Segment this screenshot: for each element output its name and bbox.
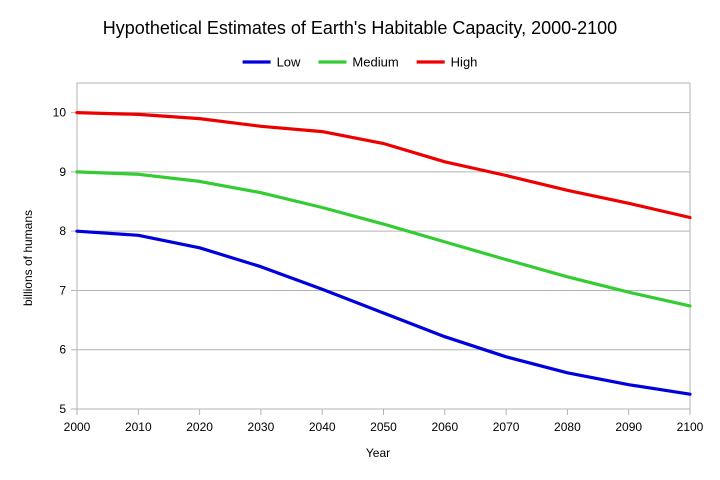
legend-item-high: High [416,55,478,70]
y-axis-label: billions of humans [21,210,35,306]
legend-item-low: Low [242,55,301,70]
x-tick-label: 2010 [125,420,152,434]
y-tick-label: 7 [59,283,66,297]
x-tick-label: 2060 [431,420,458,434]
series-line-low [75,229,692,396]
legend-label: High [451,55,478,70]
legend-label: Low [277,55,301,70]
x-tick-label: 2070 [493,420,520,434]
x-tick-label: 2080 [554,420,581,434]
gridlines [77,112,690,410]
chart-title: Hypothetical Estimates of Earth's Habita… [103,18,617,38]
x-axis-label: Year [366,446,390,460]
series-group [75,110,692,396]
series-line-high [75,110,692,220]
plot-area [76,82,691,410]
y-tick-label: 10 [53,106,67,120]
y-tick-label: 5 [59,402,66,416]
legend: Low Medium High [242,55,478,70]
x-tick-label: 2040 [309,420,336,434]
x-tick-label: 2020 [186,420,213,434]
x-tick-label: 2100 [677,420,704,434]
legend-label: Medium [352,55,398,70]
x-tick-label: 2000 [64,420,91,434]
legend-item-medium: Medium [318,55,399,70]
y-tick-label: 6 [59,343,66,357]
series-line-medium [75,170,692,308]
x-tick-label: 2030 [248,420,275,434]
x-tick-label: 2090 [615,420,642,434]
x-tick-label: 2050 [370,420,397,434]
y-axis-ticks: 5 6 7 8 9 10 [53,106,77,416]
x-axis-ticks: 2000 2010 2020 2030 2040 2050 2060 2070 2080 2090… [64,409,704,434]
y-tick-label: 9 [59,165,66,179]
y-tick-label: 8 [59,224,66,238]
